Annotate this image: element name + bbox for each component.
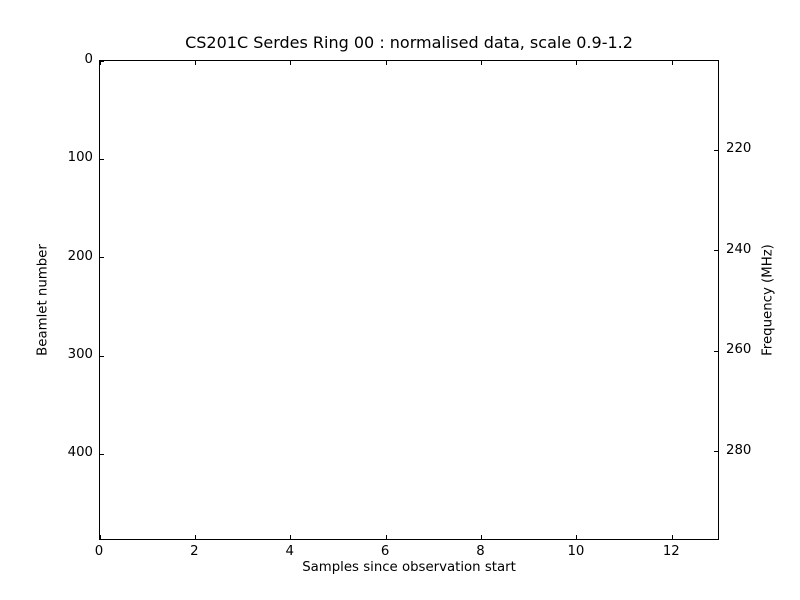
y-tick-label-left: 0 [84, 52, 93, 67]
x-tick-mark-top [671, 61, 673, 65]
x-tick-mark [481, 535, 483, 539]
y-tick-mark-right [714, 350, 718, 352]
y-tick-label-left: 100 [67, 150, 93, 166]
y-tick-mark-right [714, 250, 718, 252]
y-tick-mark-right [714, 451, 718, 453]
y-tick-label-right: 220 [726, 141, 752, 157]
y-axis-label-left: Beamlet number [35, 244, 51, 356]
y-tick-label-right: 280 [726, 442, 752, 458]
x-tick-mark [671, 535, 673, 539]
y-tick-label-left: 300 [67, 347, 93, 363]
y-tick-label-left: 400 [67, 445, 93, 461]
x-tick-label: 10 [567, 544, 585, 559]
x-tick-label: 2 [190, 544, 199, 559]
y-tick-label-right: 260 [726, 342, 752, 358]
y-tick-mark-left [100, 453, 104, 455]
y-axis-label-right: Frequency (MHz) [760, 244, 776, 356]
x-tick-mark [99, 535, 101, 539]
x-tick-mark-top [99, 61, 101, 65]
x-tick-mark-top [290, 61, 292, 65]
y-tick-label-right: 240 [726, 241, 752, 257]
y-tick-mark-right [714, 149, 718, 151]
y-tick-mark-left [100, 257, 104, 259]
x-tick-mark-top [194, 61, 196, 65]
x-tick-label: 6 [380, 544, 390, 559]
x-tick-mark [576, 535, 578, 539]
y-tick-label-left: 200 [67, 248, 93, 264]
x-tick-mark [385, 535, 387, 539]
x-tick-label: 0 [94, 544, 104, 559]
x-tick-mark [194, 535, 196, 539]
x-tick-label: 12 [662, 544, 680, 559]
y-tick-mark-left [100, 355, 104, 357]
x-tick-mark-top [576, 61, 578, 65]
x-tick-mark-top [385, 61, 387, 65]
x-axis-label: Samples since observation start [302, 560, 516, 575]
x-tick-mark [290, 535, 292, 539]
x-tick-mark-top [481, 61, 483, 65]
plot-area [99, 60, 719, 540]
chart-title: CS201C Serdes Ring 00 : normalised data,… [185, 33, 633, 52]
x-tick-label: 8 [476, 544, 485, 559]
y-tick-mark-left [100, 60, 104, 62]
y-tick-mark-left [100, 158, 104, 160]
x-tick-label: 4 [285, 544, 294, 559]
